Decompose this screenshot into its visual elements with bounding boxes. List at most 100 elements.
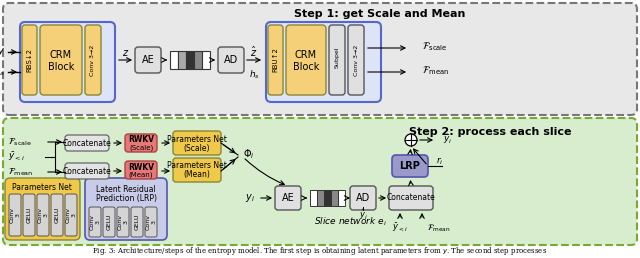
Text: AE: AE	[141, 55, 154, 65]
Text: $\Phi_i$: $\Phi_i$	[243, 147, 255, 161]
FancyBboxPatch shape	[40, 25, 82, 95]
Text: Prediction (LRP): Prediction (LRP)	[95, 194, 157, 203]
Text: $\mathcal{F}_{\mathrm{scale}}$: $\mathcal{F}_{\mathrm{scale}}$	[422, 41, 447, 53]
FancyBboxPatch shape	[65, 194, 77, 236]
Text: RBU↑2: RBU↑2	[273, 47, 278, 72]
Text: $\mathcal{F}_{\mathrm{scale}}$: $\mathcal{F}_{\mathrm{scale}}$	[8, 136, 32, 148]
Text: $y$: $y$	[0, 46, 5, 58]
Text: RBS↓2: RBS↓2	[26, 48, 33, 72]
FancyBboxPatch shape	[20, 22, 115, 102]
Text: (Mean): (Mean)	[129, 172, 153, 178]
Text: Conv
3: Conv 3	[65, 207, 76, 223]
FancyBboxPatch shape	[145, 207, 157, 237]
Text: Concatenate: Concatenate	[63, 139, 111, 148]
FancyBboxPatch shape	[65, 135, 109, 151]
Text: (Scale): (Scale)	[184, 143, 211, 152]
Bar	[310, 190, 317, 206]
Text: Parameters Net: Parameters Net	[167, 134, 227, 143]
FancyBboxPatch shape	[392, 155, 428, 177]
Text: $y_i$: $y_i$	[245, 192, 255, 204]
Text: Conv
3: Conv 3	[90, 214, 100, 230]
Text: Fig. 3: Architecture/steps of the entropy model. The first step is obtaining lat: Fig. 3: Architecture/steps of the entrop…	[92, 245, 548, 257]
Text: GELU: GELU	[106, 214, 111, 230]
Text: $\bar{y}_{<i}$: $\bar{y}_{<i}$	[8, 151, 25, 163]
Text: $h_s$: $h_s$	[248, 69, 259, 81]
Text: Subpel: Subpel	[335, 46, 339, 68]
FancyBboxPatch shape	[218, 47, 244, 73]
Text: Parameters Net: Parameters Net	[167, 162, 227, 171]
Text: (Mean): (Mean)	[184, 171, 211, 180]
FancyBboxPatch shape	[85, 178, 167, 240]
Text: $z$: $z$	[122, 48, 130, 58]
Bar	[202, 51, 210, 69]
FancyBboxPatch shape	[3, 118, 637, 245]
Bar	[186, 51, 194, 69]
FancyBboxPatch shape	[51, 194, 63, 236]
Text: LRP: LRP	[399, 161, 420, 171]
Text: Parameters Net: Parameters Net	[12, 183, 72, 192]
Text: Conv
3: Conv 3	[146, 214, 156, 230]
FancyBboxPatch shape	[125, 134, 157, 152]
FancyBboxPatch shape	[22, 25, 37, 95]
FancyBboxPatch shape	[389, 186, 433, 210]
FancyBboxPatch shape	[329, 25, 345, 95]
Text: CRM: CRM	[295, 50, 317, 60]
Bar	[331, 190, 338, 206]
Text: $\bar{y}_{<i}$: $\bar{y}_{<i}$	[392, 222, 408, 235]
Text: AE: AE	[282, 193, 294, 203]
FancyBboxPatch shape	[268, 25, 283, 95]
Text: GELU: GELU	[54, 207, 60, 223]
Bar	[338, 190, 345, 206]
FancyBboxPatch shape	[350, 186, 376, 210]
Text: GELU: GELU	[26, 207, 31, 223]
Text: RWKV: RWKV	[128, 163, 154, 172]
FancyBboxPatch shape	[286, 25, 326, 95]
FancyBboxPatch shape	[125, 161, 157, 179]
Text: Conv 3→2: Conv 3→2	[90, 44, 95, 76]
Text: Conv
3: Conv 3	[118, 214, 129, 230]
FancyBboxPatch shape	[3, 3, 637, 115]
FancyBboxPatch shape	[103, 207, 115, 237]
Text: Latent Residual: Latent Residual	[96, 184, 156, 194]
Bar	[170, 51, 178, 69]
FancyBboxPatch shape	[173, 131, 221, 155]
FancyBboxPatch shape	[85, 25, 101, 95]
Bar	[194, 51, 202, 69]
Text: $\mathcal{F}_{\mathrm{mean}}$: $\mathcal{F}_{\mathrm{mean}}$	[422, 64, 449, 77]
FancyBboxPatch shape	[173, 158, 221, 182]
Text: AD: AD	[356, 193, 370, 203]
Text: $\hat{z}$: $\hat{z}$	[250, 45, 258, 59]
Text: $h_a$: $h_a$	[0, 66, 5, 78]
Text: Conv
3: Conv 3	[38, 207, 49, 223]
Text: Concatenate: Concatenate	[63, 166, 111, 175]
FancyBboxPatch shape	[266, 22, 381, 102]
FancyBboxPatch shape	[23, 194, 35, 236]
Text: (Scale): (Scale)	[129, 145, 153, 151]
Text: Block: Block	[293, 62, 319, 72]
FancyBboxPatch shape	[65, 163, 109, 179]
FancyBboxPatch shape	[5, 178, 80, 240]
FancyBboxPatch shape	[9, 194, 21, 236]
Text: CRM: CRM	[50, 50, 72, 60]
Text: Block: Block	[48, 62, 74, 72]
Text: $\bar{y}_i$: $\bar{y}_i$	[443, 134, 452, 147]
Text: Conv 3→2: Conv 3→2	[353, 44, 358, 76]
Bar	[178, 51, 186, 69]
FancyBboxPatch shape	[131, 207, 143, 237]
Text: AD: AD	[224, 55, 238, 65]
FancyBboxPatch shape	[89, 207, 101, 237]
Text: RWKV: RWKV	[128, 135, 154, 144]
Text: $r_i$: $r_i$	[436, 155, 444, 167]
Text: Conv
3: Conv 3	[10, 207, 20, 223]
FancyBboxPatch shape	[275, 186, 301, 210]
Text: $\mathcal{F}_{\mathrm{mean}}$: $\mathcal{F}_{\mathrm{mean}}$	[8, 166, 33, 178]
Text: $\hat{y}_i$: $\hat{y}_i$	[358, 208, 367, 222]
FancyBboxPatch shape	[37, 194, 49, 236]
Bar	[317, 190, 324, 206]
FancyBboxPatch shape	[135, 47, 161, 73]
Text: $\mathcal{F}_{\mathrm{mean}}$: $\mathcal{F}_{\mathrm{mean}}$	[427, 222, 451, 234]
FancyBboxPatch shape	[117, 207, 129, 237]
Text: GELU: GELU	[134, 214, 140, 230]
FancyBboxPatch shape	[348, 25, 364, 95]
Text: Step 2: process each slice: Step 2: process each slice	[409, 127, 572, 137]
